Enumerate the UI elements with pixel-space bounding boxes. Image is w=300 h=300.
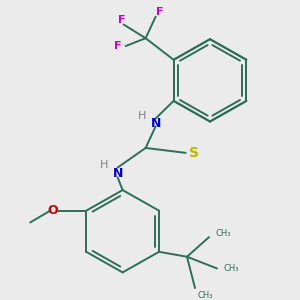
Text: CH₃: CH₃ xyxy=(223,264,239,273)
Text: F: F xyxy=(156,7,164,17)
Text: H: H xyxy=(99,160,108,170)
Text: CH₃: CH₃ xyxy=(197,291,212,300)
Text: O: O xyxy=(47,204,58,217)
Text: F: F xyxy=(118,15,125,25)
Text: CH₃: CH₃ xyxy=(215,229,230,238)
Text: H: H xyxy=(137,111,146,121)
Text: S: S xyxy=(189,146,199,160)
Text: N: N xyxy=(112,167,123,180)
Text: F: F xyxy=(114,41,122,51)
Text: N: N xyxy=(150,117,161,130)
